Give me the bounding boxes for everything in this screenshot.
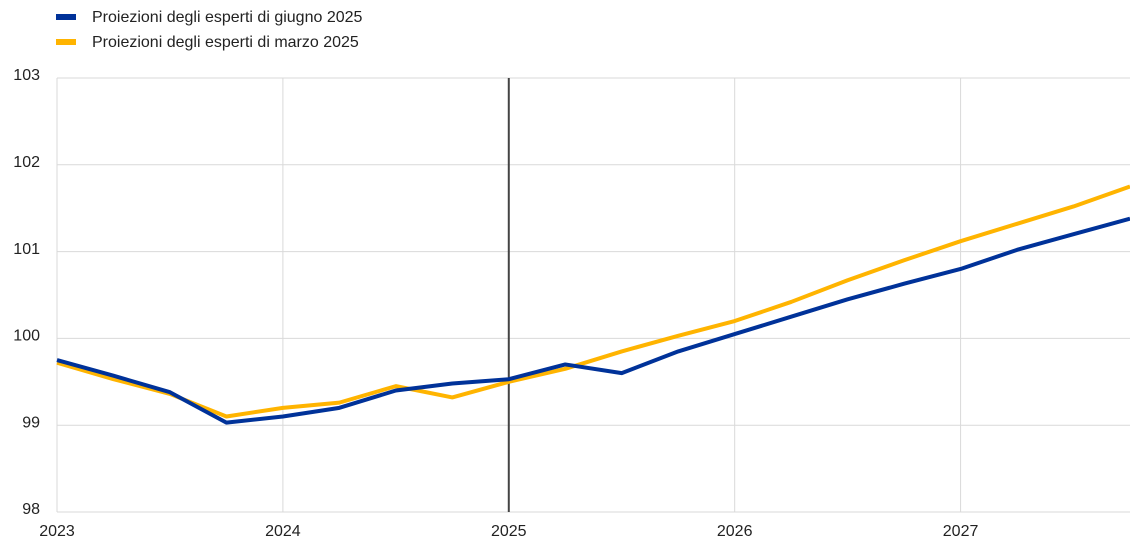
x-tick-label: 2024: [265, 523, 301, 540]
y-tick-label: 103: [13, 67, 40, 84]
y-tick-label: 100: [13, 328, 40, 345]
series-line: [56, 184, 1130, 419]
y-tick-label: 98: [22, 501, 40, 518]
x-tick-label: 2027: [943, 523, 979, 540]
y-tick-label: 99: [22, 414, 40, 431]
legend-label: Proiezioni degli esperti di marzo 2025: [92, 34, 359, 51]
y-tick-label: 101: [13, 241, 40, 258]
y-tick-label: 102: [13, 154, 40, 171]
legend-label: Proiezioni degli esperti di giugno 2025: [92, 9, 363, 26]
series-line: [56, 216, 1130, 425]
x-tick-label: 2026: [717, 523, 753, 540]
x-tick-label: 2025: [491, 523, 527, 540]
x-tick-label: 2023: [39, 523, 75, 540]
